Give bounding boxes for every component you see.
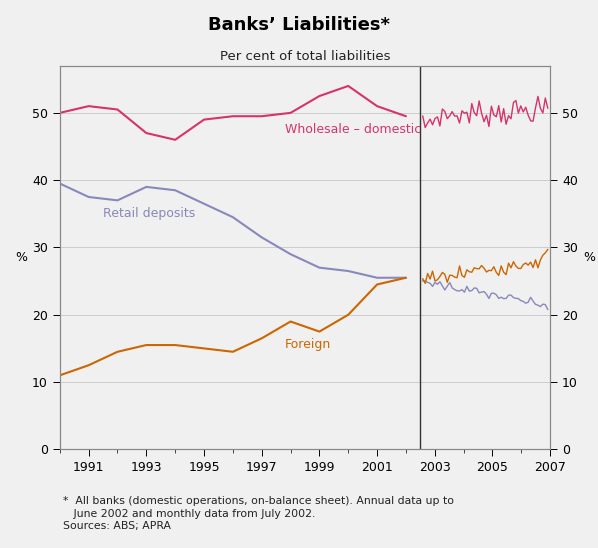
Text: Wholesale – domestic: Wholesale – domestic — [285, 123, 421, 136]
Text: Retail deposits: Retail deposits — [103, 207, 196, 220]
Text: Banks’ Liabilities*: Banks’ Liabilities* — [208, 16, 390, 35]
Text: June 2002 and monthly data from July 2002.: June 2002 and monthly data from July 200… — [63, 509, 315, 518]
Y-axis label: %: % — [583, 251, 595, 264]
Text: Foreign: Foreign — [285, 339, 331, 351]
Title: Per cent of total liabilities: Per cent of total liabilities — [219, 50, 390, 63]
Text: Sources: ABS; APRA: Sources: ABS; APRA — [63, 521, 171, 531]
Y-axis label: %: % — [15, 251, 27, 264]
Text: *  All banks (domestic operations, on-balance sheet). Annual data up to: * All banks (domestic operations, on-bal… — [63, 496, 454, 506]
